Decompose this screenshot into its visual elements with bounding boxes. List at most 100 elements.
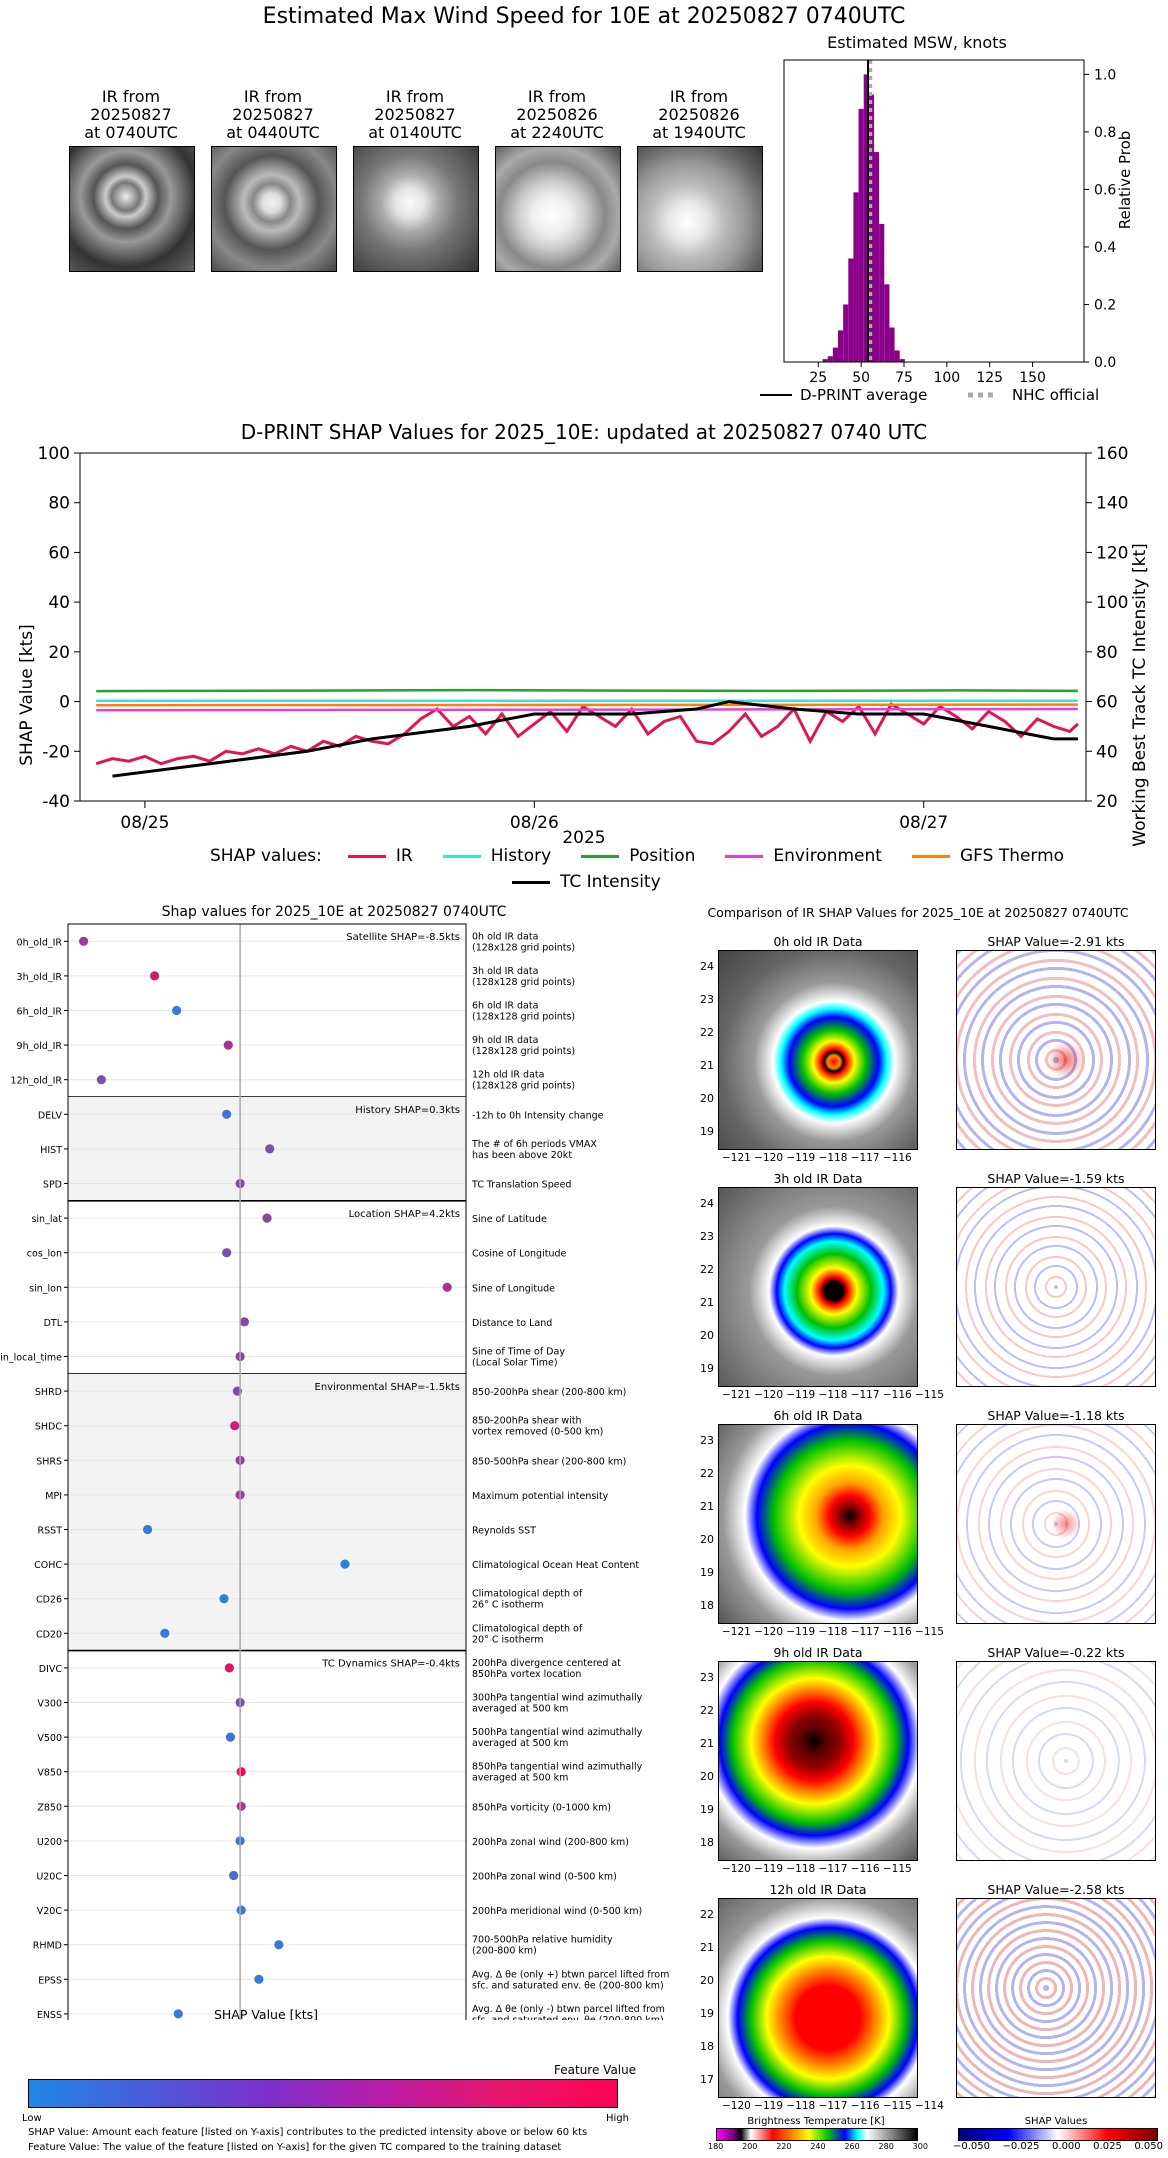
shap-tick-label: 0.000 [1052,2141,1081,2152]
timeline-legend-swatch [512,880,550,884]
timeline-y2tick-label: 140 [1096,494,1128,514]
legend-dprint-label: D-PRINT average [800,386,927,404]
timeline-legend-item: GFS Thermo [911,846,1064,866]
timeline-legend-label: Environment [773,846,882,866]
shap-panel-title: SHAP Value=-2.91 kts [987,934,1125,949]
feature-description: 850-500hPa shear (200-800 km) [472,1456,626,1467]
timeline-legend-row: TC Intensity [512,872,661,892]
thumbnail-caption-line: at 0740UTC [84,123,178,142]
feature-description: 700-500hPa relative humidity [472,1935,613,1946]
feature-description: Sine of Longitude [472,1283,555,1294]
histogram-bar [899,359,905,362]
colorbar-high: High [606,2113,629,2124]
histogram-ytick-label: 1.0 [1094,67,1116,83]
histogram-bar [874,152,880,362]
feature-name: ENSS [37,2010,62,2020]
feature-description: 850-200hPa shear with [472,1416,582,1427]
feature-name: U20C [36,1872,62,1883]
ir-ytick-label: 20 [700,1974,714,1987]
shap-colorbar-ticks: −0.050 −0.025 0.000 0.025 0.050 [953,2141,1163,2152]
scatter-title: Shap values for 2025_10E at 20250827 074… [161,904,507,920]
ir-ytick-label: 19 [700,1803,714,1816]
shap-panel-title: SHAP Value=-0.22 kts [987,1645,1125,1660]
shap-panel-title: SHAP Value=-1.18 kts [987,1408,1125,1423]
feature-name: sin_local_time [0,1353,62,1364]
feature-description: Climatological Ocean Heat Content [472,1560,639,1571]
shap-tick-label: 0.025 [1093,2141,1122,2152]
timeline-legend-label: History [490,846,552,866]
histogram-bar [827,356,833,362]
feature-point [223,1040,233,1050]
feature-description: Climatological depth of [472,1589,583,1600]
feature-point [160,1628,170,1638]
ir-panel-title: 12h old IR Data [769,1882,867,1897]
ir-ytick-label: 23 [700,1434,714,1447]
feature-name: V500 [37,1733,62,1744]
timeline-series-ir [95,701,1079,766]
thumbnail-caption-line: IR from [243,87,303,106]
ir-ytick-label: 18 [700,1836,714,1849]
timeline-series-tc-intensity [112,700,1078,778]
feature-description: averaged at 500 km [472,1738,568,1749]
timeline-legend-item: History [442,846,552,866]
feature-description: (128x128 grid points) [472,1081,575,1092]
timeline-y2tick-label: 20 [1096,792,1118,812]
feature-point [236,1905,246,1915]
shap-panel-title: SHAP Value=-2.58 kts [987,1882,1125,1897]
feature-description: (128x128 grid points) [472,1046,575,1057]
feature-description: 500hPa tangential wind azimuthally [472,1727,643,1738]
timeline-xtick-label: 08/25 [120,813,169,833]
thumbnail-caption-line: IR from [385,87,445,106]
ir-thumbnail-image [353,146,479,272]
histogram-frame [783,59,1085,363]
feature-point [219,1594,229,1604]
ir-panel-title: 9h old IR Data [773,1645,863,1660]
shap-panel-image [956,1661,1156,1861]
ir-panel-title: 6h old IR Data [773,1408,863,1423]
feature-description: 300hPa tangential wind azimuthally [472,1693,643,1704]
feature-description: 26° C isotherm [472,1600,544,1611]
timeline-legend-item: IR [347,846,413,866]
timeline-series-environment [96,707,1078,712]
msw-histogram-chart: Estimated MSW, knots 25 50 75 100 125 150 0.0 0… [760,33,1134,404]
feature-name: EPSS [38,1975,62,1986]
timeline-legend-label: TC Intensity [560,872,661,892]
feature-description: Reynolds SST [472,1526,536,1537]
timeline-y2label: Working Best Track TC Intensity [kt] [1130,543,1150,847]
feature-description: (200-800 km) [472,1946,537,1957]
timeline-legend-item: Environment [725,846,882,866]
histogram-bar [884,284,890,362]
timeline-ylabel: SHAP Value [kts] [17,624,37,766]
histogram-xtick-label: 75 [895,370,913,386]
ir-ytick-label: 23 [700,1230,714,1243]
footnote-feature: Feature Value: The value of the feature … [28,2142,562,2153]
legend-nhc-label: NHC official [1012,386,1099,404]
group-label: Location SHAP=4.2kts [349,1209,460,1220]
feature-description: 850hPa vortex location [472,1669,581,1680]
timeline-legend-swatch [442,854,481,858]
timeline-y2tick-label: 160 [1096,444,1128,464]
thumbnail-caption-line: at 0440UTC [226,123,320,142]
ir-ytick-label: 23 [700,1671,714,1684]
feature-description: (Local Solar Time) [472,1358,558,1369]
ir-xtick-labels: −120 −119 −118 −117 −116 −115 −114 [722,2100,944,2112]
histogram-ytick-label: 0.6 [1094,182,1116,198]
feature-point [236,1767,246,1777]
bt-tick-label: 260 [844,2142,860,2151]
bt-colorbar [716,2128,918,2141]
feature-name: 0h_old_IR [17,937,63,948]
feature-point [222,1109,232,1119]
thumbnail-caption-line: IR from [527,87,587,106]
shap-panel-image [956,1187,1156,1387]
feature-name: SHRS [36,1456,62,1467]
shap-panel-title: SHAP Value=-1.59 kts [987,1171,1125,1186]
feature-point [222,1248,232,1258]
feature-name: MPI [45,1491,62,1502]
histogram-bar [822,359,828,362]
timeline-y2tick-label: 40 [1096,742,1118,762]
histogram-bar [879,223,885,362]
histogram-xtick-label: 100 [933,370,960,386]
ir-ytick-label: 17 [700,2073,714,2086]
feature-name: V300 [37,1699,62,1710]
timeline-legend-swatch [725,854,764,858]
